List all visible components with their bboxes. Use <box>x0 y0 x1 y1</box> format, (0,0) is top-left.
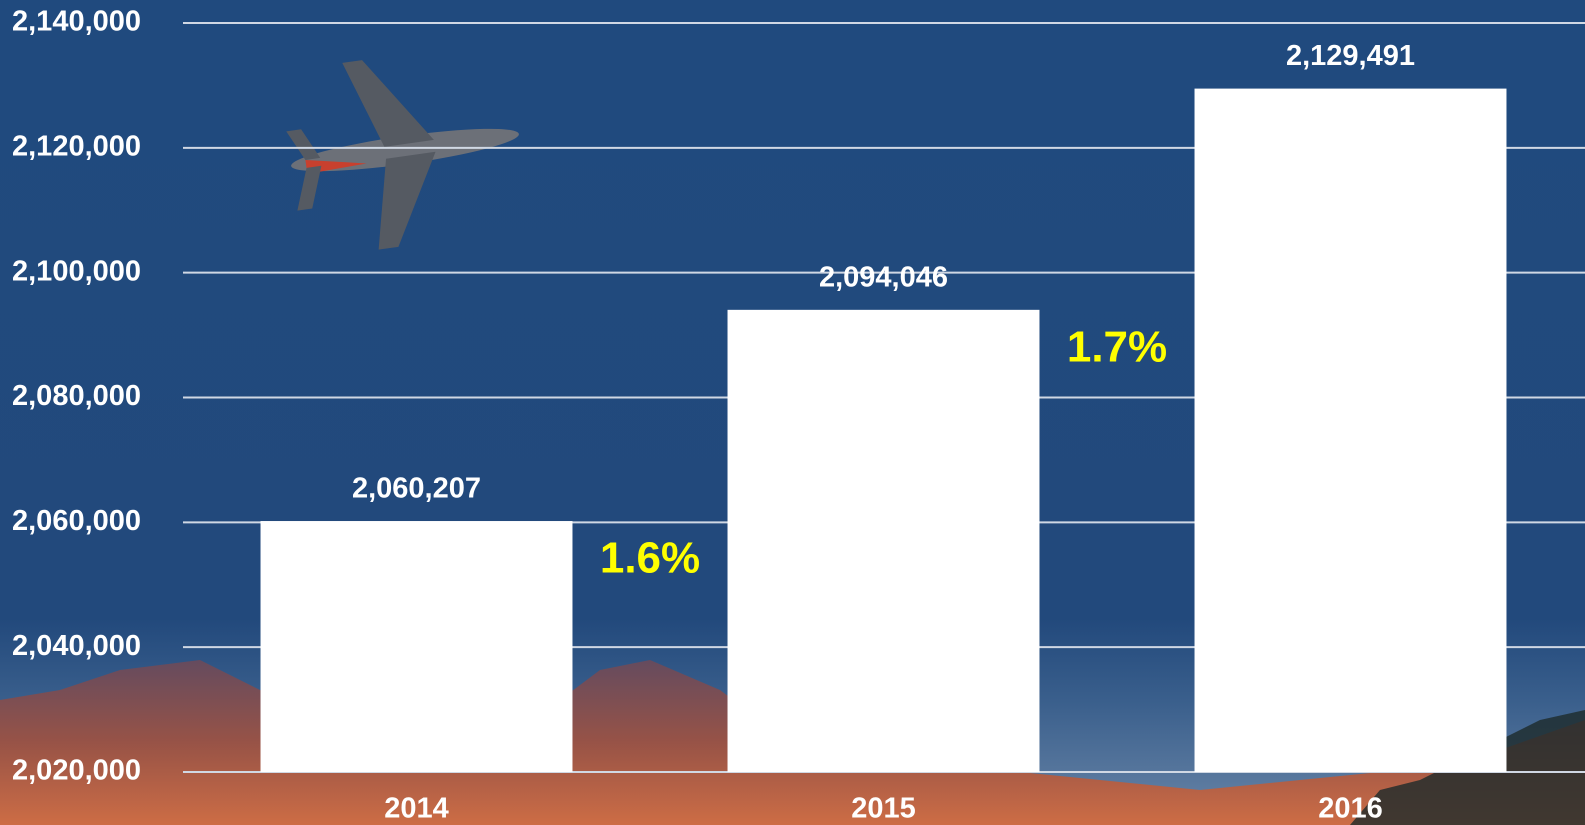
y-tick-label: 2,040,000 <box>12 630 141 662</box>
bar <box>728 310 1040 772</box>
y-tick-label: 2,020,000 <box>12 755 141 787</box>
y-tick-label: 2,100,000 <box>12 255 141 287</box>
value-label: 2,094,046 <box>819 261 948 293</box>
y-tick-label: 2,080,000 <box>12 380 141 412</box>
chart: 2,020,000 2,040,000 2,060,000 2,080,000 2,10… <box>0 0 1585 825</box>
growth-annotation: 1.7% <box>1067 322 1167 371</box>
bar <box>261 521 573 772</box>
y-tick-label: 2,140,000 <box>12 6 141 38</box>
growth-annotation: 1.6% <box>600 534 700 583</box>
bar <box>1195 89 1507 772</box>
x-tick-label: 2014 <box>384 793 449 825</box>
x-tick-label: 2016 <box>1318 793 1383 825</box>
value-label: 2,060,207 <box>352 473 481 505</box>
y-tick-label: 2,120,000 <box>12 130 141 162</box>
value-label: 2,129,491 <box>1286 40 1415 72</box>
x-tick-label: 2015 <box>851 793 916 825</box>
y-tick-label: 2,060,000 <box>12 505 141 537</box>
